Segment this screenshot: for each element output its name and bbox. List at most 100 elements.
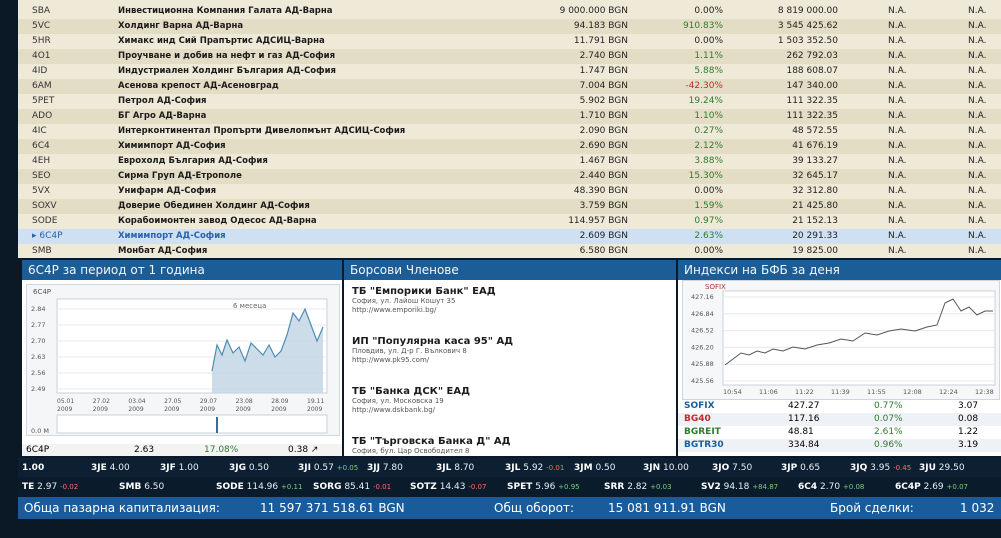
security-name: Проучване и добив на нефт и газ АД-София: [118, 51, 336, 61]
table-row[interactable]: SBA Инвестиционна Компания Галата АД-Варн…: [18, 4, 1001, 19]
stats-price: 2.63: [134, 445, 155, 455]
ticker-change: +0.11: [281, 483, 303, 491]
ticker-item[interactable]: SOTZ 14.43 -0.07: [410, 477, 486, 497]
ticker-symbol: SMB: [119, 482, 142, 492]
ticker-item[interactable]: SODE 114.96 +0.11: [216, 477, 302, 497]
ticker-item[interactable]: 3JL 5.92 -0.01: [505, 458, 564, 478]
ticker-item[interactable]: 3JI 0.57 +0.05: [298, 458, 358, 478]
x-tick-label: 12:38: [975, 388, 994, 396]
member-item[interactable]: ТБ "Търговска Банка Д" АД София, бул. Цар…: [352, 436, 672, 456]
ticker-value: 14.43: [439, 482, 466, 492]
ticker-item[interactable]: TE 2.97 -0.02: [22, 477, 78, 497]
ticker-value: 2.97: [37, 482, 58, 492]
ticker-item[interactable]: SRR 2.82 +0.03: [604, 477, 672, 497]
table-row[interactable]: SEO Сирма Груп АД-Етрополе 2.440 BGN 15.30%…: [18, 169, 1001, 184]
ticker-item[interactable]: 3JM 0.50: [574, 458, 616, 478]
security-volume: 1 503 352.50: [777, 36, 838, 46]
security-code: SOXV: [32, 201, 57, 211]
deals-label: Брой сделки:: [830, 501, 914, 515]
security-change: 1.59%: [694, 201, 723, 211]
ticker-change: -0.07: [468, 483, 487, 491]
ticker-item[interactable]: 3JL 8.70: [436, 458, 474, 478]
ticker-change: +0.95: [558, 483, 580, 491]
table-row[interactable]: SODE Корабоимонтен завод Одесос АД-Варна 1…: [18, 214, 1001, 229]
table-row[interactable]: 4ID Индустриален Холдинг България АД-Софи…: [18, 64, 1001, 79]
y-tick-label: 2.77: [31, 321, 45, 329]
ticker-symbol: 6C4P: [895, 482, 921, 492]
security-na-2: N.A.: [968, 51, 987, 61]
security-na-1: N.A.: [888, 186, 907, 196]
table-row[interactable]: 5VX Унифарм АД-София 48.390 BGN 0.00% 32 312…: [18, 184, 1001, 199]
member-url[interactable]: http://www.emporiki.bg/: [352, 306, 437, 314]
table-row[interactable]: 4O1 Проучване и добив на нефт и газ АД-Со…: [18, 49, 1001, 64]
security-volume: 21 152.13: [792, 216, 838, 226]
table-row[interactable]: 5VC Холдинг Варна АД-Варна 94.183 BGN 910.8…: [18, 19, 1001, 34]
table-row[interactable]: 5PET Петрол АД-София 5.902 BGN 19.24% 111 32…: [18, 94, 1001, 109]
security-name: Монбат АД-София: [118, 246, 208, 256]
ticker-item[interactable]: 3JG 0.50: [229, 458, 269, 478]
security-na-1: N.A.: [888, 36, 907, 46]
security-code: 6C4: [32, 141, 50, 151]
index-chart-label: SOFIX: [705, 283, 726, 291]
index-row[interactable]: BGREIT 48.81 2.61% 1.22: [678, 426, 1001, 439]
security-na-1: N.A.: [888, 246, 907, 256]
ticker-item[interactable]: SPET 5.96 +0.95: [507, 477, 580, 497]
securities-table: SBA Инвестиционна Компания Галата АД-Варн…: [18, 0, 1001, 258]
ticker-item[interactable]: 3JO 7.50: [712, 458, 752, 478]
ticker-item[interactable]: SMB 6.50: [119, 477, 164, 497]
ticker-item[interactable]: 6C4 2.70 +0.08: [798, 477, 864, 497]
ticker-value: 114.96: [246, 482, 279, 492]
member-item[interactable]: ИП "Популярна каса 95" АД Пловдив, ул. Д-…: [352, 336, 672, 365]
x-tick-year: 2009: [307, 406, 322, 413]
ticker-symbol: TE: [22, 482, 35, 492]
security-name: Доверие Обединен Холдинг АД-София: [118, 201, 310, 211]
y-tick-label: 2.70: [31, 337, 45, 345]
index-row[interactable]: BG40 117.16 0.07% 0.08: [678, 413, 1001, 426]
index-row[interactable]: BGTR30 334.84 0.96% 3.19: [678, 439, 1001, 452]
table-row[interactable]: 6C4 Химимпорт АД-София 2.690 BGN 2.12% 41 67…: [18, 139, 1001, 154]
ticker-item[interactable]: 3JN 10.00: [643, 458, 689, 478]
ticker-item[interactable]: 1.00: [22, 458, 44, 478]
ticker-symbol: SRR: [604, 482, 625, 492]
member-item[interactable]: ТБ "Банка ДСК" ЕАД София, ул. Московска 1…: [352, 386, 672, 415]
ticker-item[interactable]: 3JU 29.50: [919, 458, 965, 478]
ticker-row-2: TE 2.97 -0.02 SMB 6.50 SODE 114.96 +0.11 S…: [18, 477, 1001, 497]
table-row[interactable]: SMB Монбат АД-София 6.580 BGN 0.00% 19 825.0…: [18, 244, 1001, 258]
table-row[interactable]: ADO БГ Агро АД-Варна 1.710 BGN 1.10% 111 322…: [18, 109, 1001, 124]
table-row[interactable]: 4IC Интерконтинентал Пропърти Дивелопмънт…: [18, 124, 1001, 139]
security-na-2: N.A.: [968, 66, 987, 76]
ticker-item[interactable]: SORG 85.41 -0.01: [313, 477, 391, 497]
table-row[interactable]: 4EH Еврохолд България АД-София 1.467 BGN 3.…: [18, 154, 1001, 169]
ticker-item[interactable]: 3JQ 3.95 -0.45: [850, 458, 911, 478]
member-url[interactable]: http://www.pk95.com/: [352, 356, 430, 364]
index-name: BGTR30: [684, 440, 724, 450]
security-na-2: N.A.: [968, 126, 987, 136]
table-row[interactable]: SOXV Доверие Обединен Холдинг АД-София 3.7…: [18, 199, 1001, 214]
ticker-symbol: SV2: [701, 482, 721, 492]
ticker-item[interactable]: 6C4P 2.69 +0.07: [895, 477, 968, 497]
indices-panel: Индекси на БФБ за деня SOFIX 427.16 426.84…: [678, 260, 1001, 456]
ticker-item[interactable]: 3JJ 7.80: [367, 458, 403, 478]
security-change: -42.30%: [685, 81, 723, 91]
security-na-2: N.A.: [968, 156, 987, 166]
ticker-symbol: 3JM: [574, 463, 593, 473]
x-tick-label: 11:55: [867, 388, 886, 396]
security-na-1: N.A.: [888, 21, 907, 31]
y-tick-label: 2.84: [31, 305, 45, 313]
index-row[interactable]: SOFIX 427.27 0.77% 3.07: [678, 400, 1001, 413]
table-row[interactable]: 6AM Асенова крепост АД-Асеновград 7.004 BG…: [18, 79, 1001, 94]
ticker-value: 4.00: [109, 463, 130, 473]
table-row[interactable]: 5HR Химакс инд Сий Прапъртис АДСИЦ-Варна 1…: [18, 34, 1001, 49]
price-stats-row: 6C4P 2.63 17.08% 0.38 ↗: [22, 444, 342, 456]
y-tick-label: 426.20: [691, 343, 714, 351]
y-tick-label: 425.88: [691, 360, 714, 368]
ticker-item[interactable]: 3JE 4.00: [91, 458, 130, 478]
ticker-item[interactable]: 3JP 0.65: [781, 458, 820, 478]
security-code: 4IC: [32, 126, 47, 136]
ticker-item[interactable]: SV2 94.18 +84.87: [701, 477, 778, 497]
member-url[interactable]: http://www.dskbank.bg/: [352, 406, 436, 414]
table-row[interactable]: ▸ 6C4P Химимпорт АД-София 2.609 BGN 2.63% 20…: [18, 229, 1001, 244]
ticker-item[interactable]: 3JF 1.00: [160, 458, 199, 478]
security-change: 0.27%: [694, 126, 723, 136]
member-item[interactable]: ТБ "Емпорики Банк" ЕАД София, ул. Лайош К…: [352, 286, 672, 315]
